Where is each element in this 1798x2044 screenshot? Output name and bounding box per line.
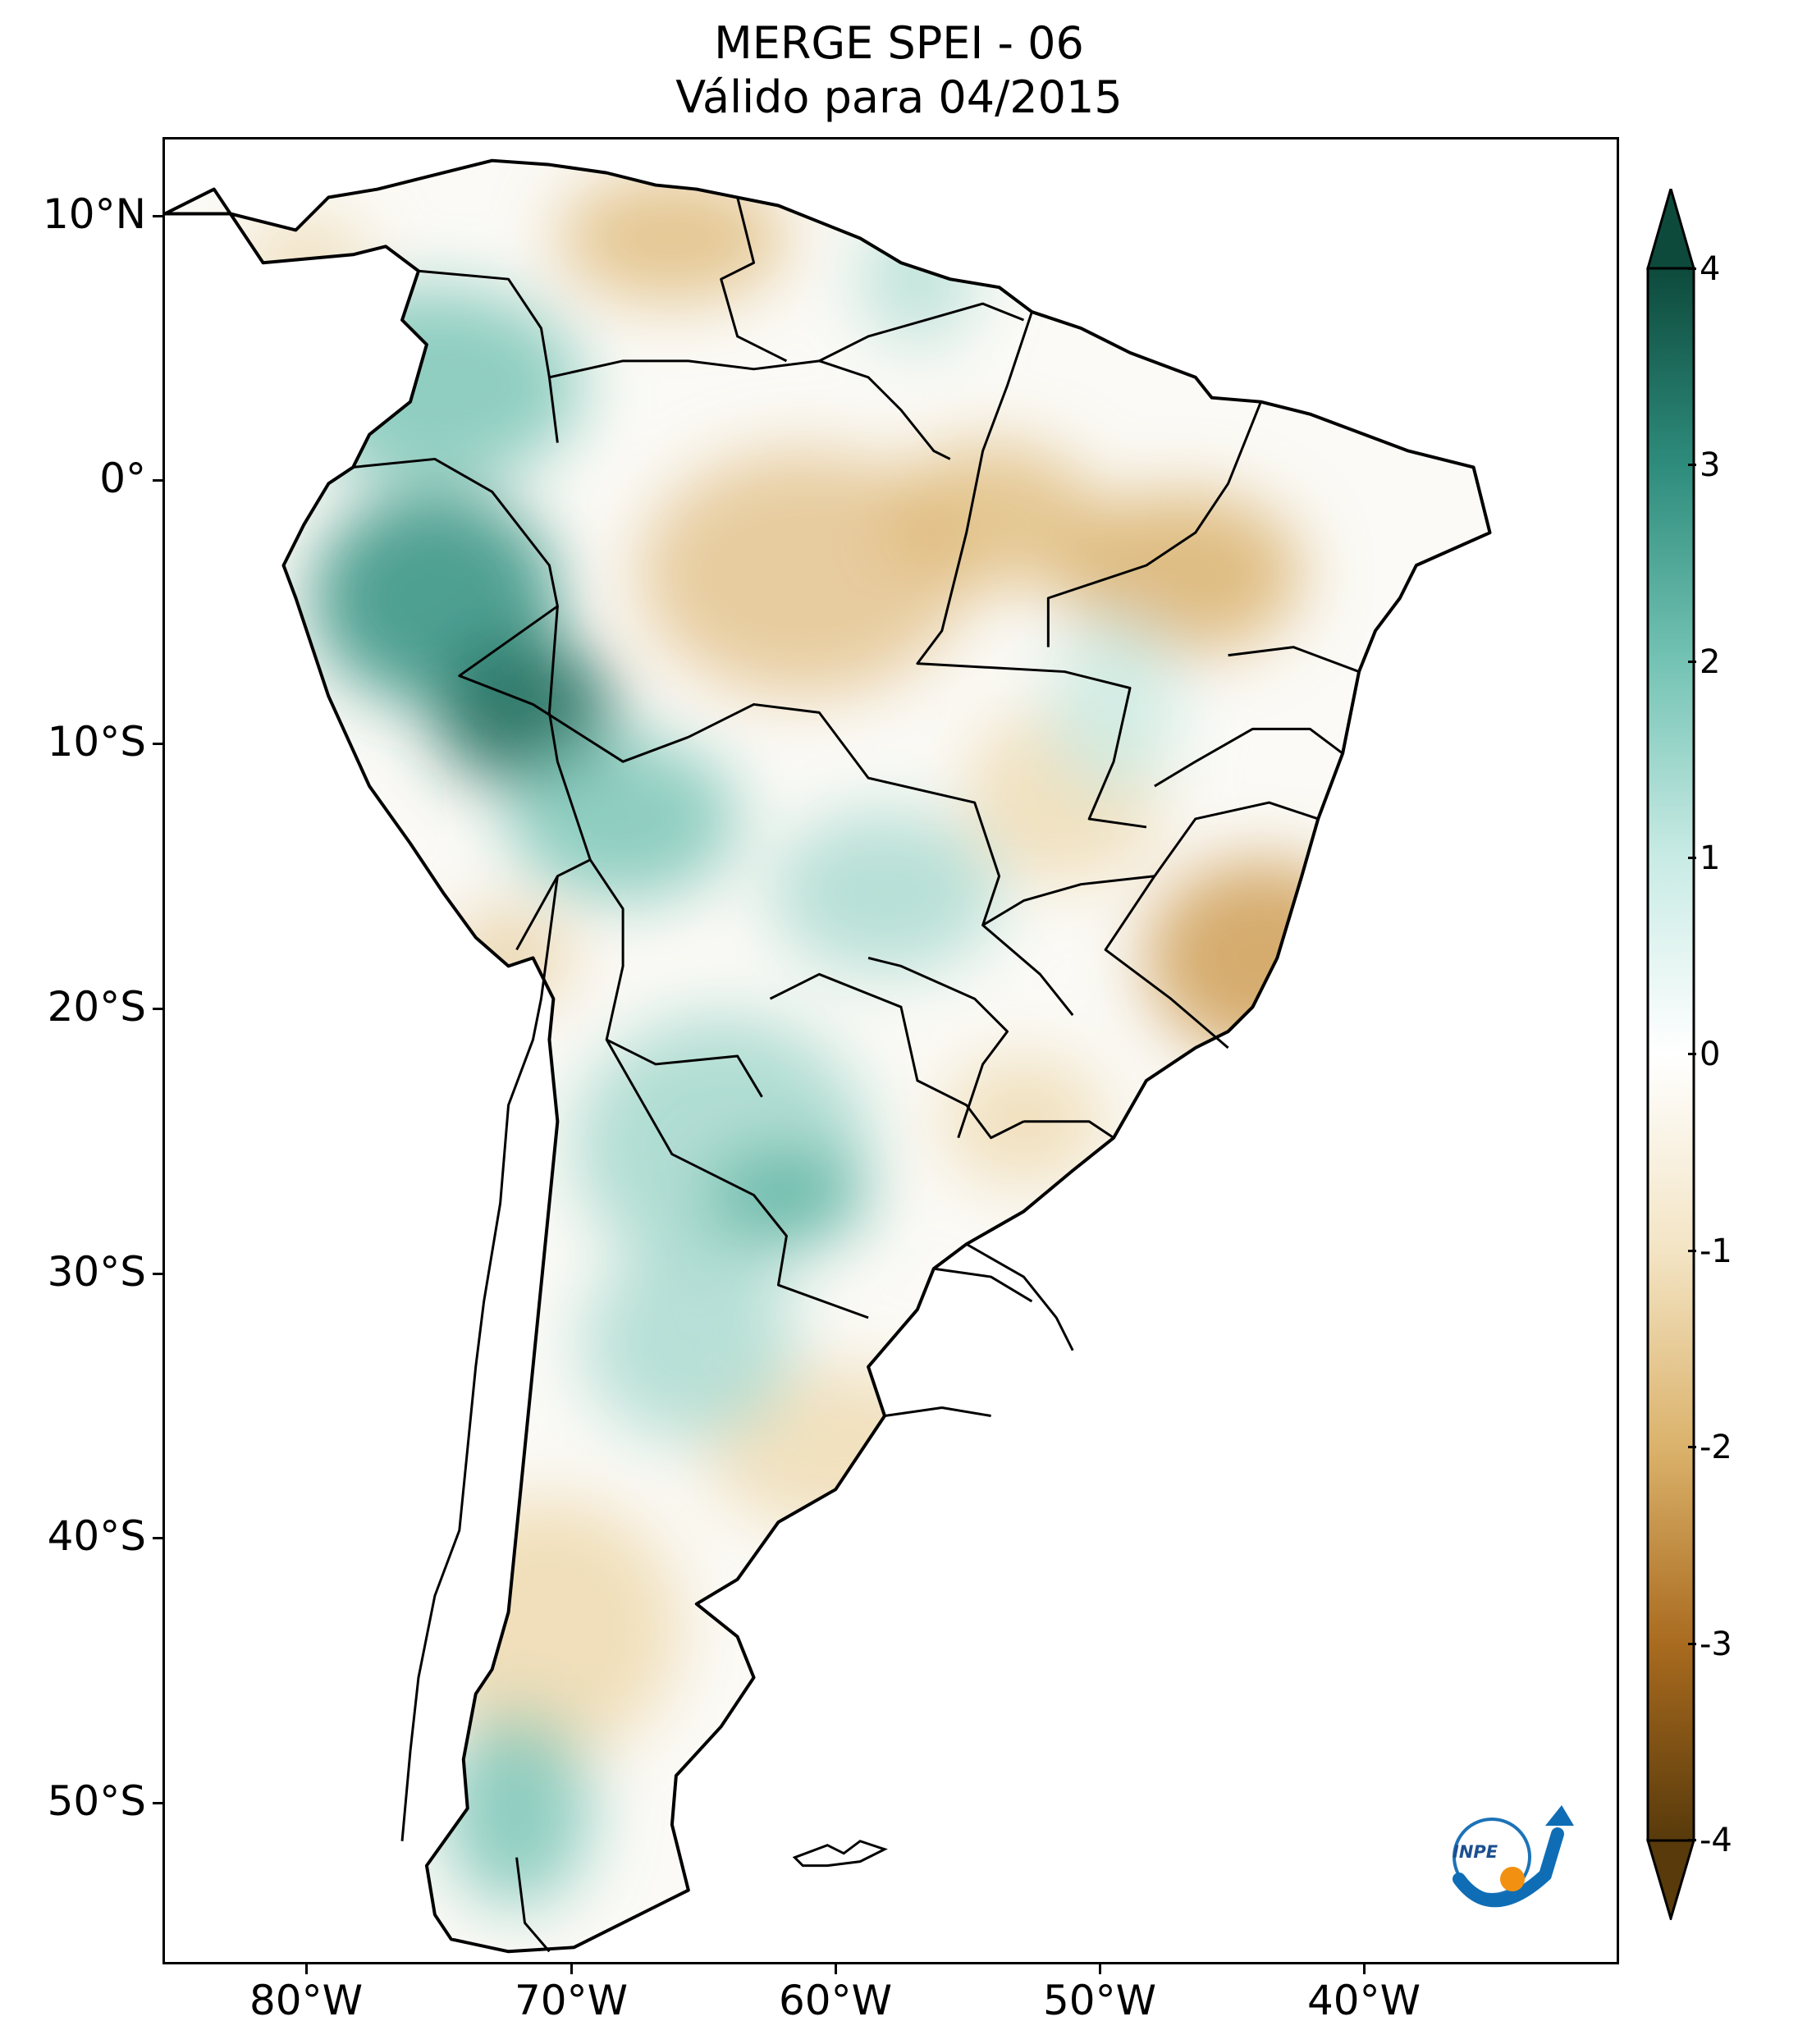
colorbar-bottom-extend: [1646, 1839, 1695, 1920]
lon-tick: [305, 1964, 308, 1974]
cb-label-minus4: -4: [1700, 1822, 1732, 1859]
falkland-islands: [792, 1840, 888, 1868]
lat-tick: [153, 743, 162, 745]
lat-label-40s: 40°S: [47, 1512, 146, 1560]
cb-tick: [1688, 1839, 1696, 1841]
lon-tick: [1363, 1964, 1366, 1974]
cb-label-minus1: -1: [1700, 1232, 1732, 1270]
cb-label-0: 0: [1700, 1036, 1721, 1073]
lat-tick: [153, 1802, 162, 1804]
lon-label-40w: 40°W: [1306, 1977, 1421, 2024]
spei-field: [165, 160, 1490, 1952]
cb-label-2: 2: [1700, 643, 1721, 681]
continent-outline: [165, 158, 1492, 1954]
lon-tick: [835, 1964, 837, 1974]
south-america-map: [165, 158, 1492, 1954]
colorbar-top-extend: [1646, 189, 1695, 270]
inpe-logo-text: INPE: [1453, 1842, 1498, 1862]
lat-label-0: 0°: [99, 455, 146, 502]
cb-label-minus2: -2: [1700, 1429, 1732, 1466]
cb-tick: [1688, 1643, 1696, 1645]
lat-tick: [153, 1537, 162, 1539]
lon-label-50w: 50°W: [1042, 1977, 1157, 2024]
inpe-logo: INPE: [1443, 1801, 1582, 1908]
cb-tick: [1688, 1446, 1696, 1448]
cb-tick: [1688, 464, 1696, 466]
lon-label-70w: 70°W: [514, 1977, 629, 2024]
lon-label-60w: 60°W: [778, 1977, 893, 2024]
cb-label-3: 3: [1700, 446, 1721, 484]
lat-tick: [153, 479, 162, 482]
lat-label-10n: 10°N: [42, 190, 146, 238]
cb-tick: [1688, 268, 1696, 270]
lat-label-20s: 20°S: [47, 983, 146, 1031]
inpe-logo-icon: [1453, 1805, 1574, 1908]
lat-tick: [153, 1273, 162, 1275]
cb-label-4: 4: [1700, 250, 1721, 288]
cb-tick: [1688, 661, 1696, 663]
cb-tick: [1688, 1053, 1696, 1055]
map-frame: [162, 137, 1619, 1964]
map-title: MERGE SPEI - 06: [714, 17, 1084, 69]
lon-tick: [1099, 1964, 1101, 1974]
cb-tick: [1688, 1250, 1696, 1252]
colorbar-gradient: [1646, 267, 1695, 1842]
lon-label-80w: 80°W: [249, 1977, 364, 2024]
lat-label-50s: 50°S: [47, 1777, 146, 1825]
cb-label-minus3: -3: [1700, 1626, 1732, 1663]
lat-label-10s: 10°S: [47, 718, 146, 766]
lat-label-30s: 30°S: [47, 1248, 146, 1296]
map-subtitle: Válido para 04/2015: [675, 71, 1123, 123]
political-borders: [353, 197, 1360, 1953]
lon-tick: [570, 1964, 573, 1974]
cb-label-1: 1: [1700, 839, 1721, 877]
cb-tick: [1688, 857, 1696, 859]
lat-tick: [153, 1008, 162, 1010]
lat-tick: [153, 215, 162, 217]
